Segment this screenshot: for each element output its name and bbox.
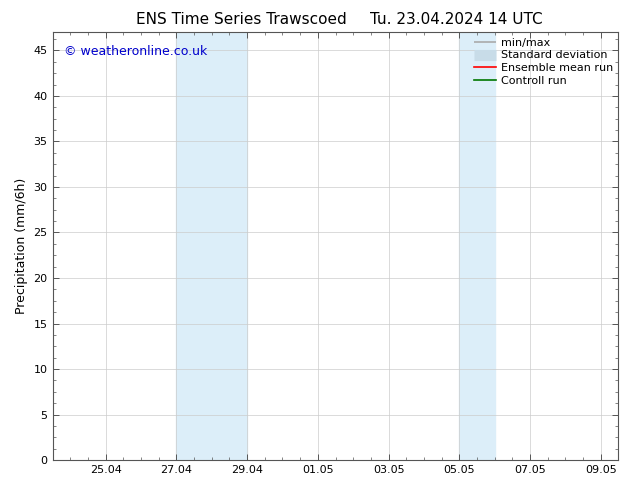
Legend: min/max, Standard deviation, Ensemble mean run, Controll run: min/max, Standard deviation, Ensemble me… <box>472 35 615 88</box>
Y-axis label: Precipitation (mm/6h): Precipitation (mm/6h) <box>15 178 28 314</box>
Text: Tu. 23.04.2024 14 UTC: Tu. 23.04.2024 14 UTC <box>370 12 543 27</box>
Bar <box>459 32 495 460</box>
Text: © weatheronline.co.uk: © weatheronline.co.uk <box>64 45 207 58</box>
Bar <box>176 32 247 460</box>
Text: ENS Time Series Trawscoed: ENS Time Series Trawscoed <box>136 12 346 27</box>
